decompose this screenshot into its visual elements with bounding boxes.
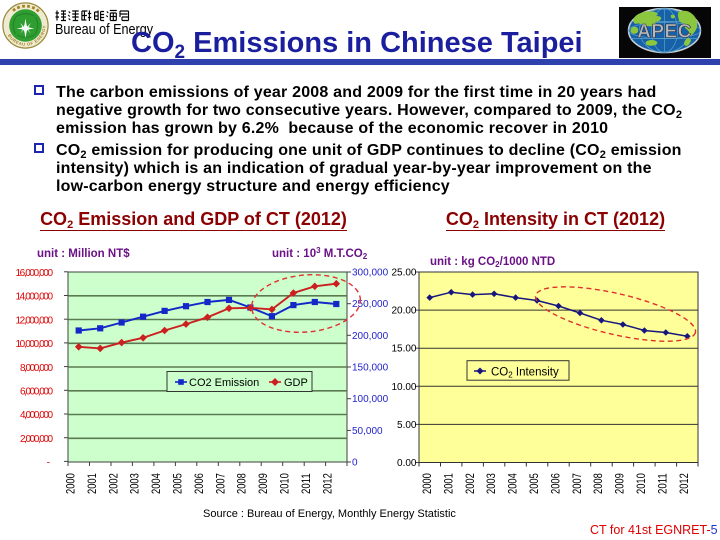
svg-text:14,000,000: 14,000,000 <box>16 292 54 303</box>
svg-text:GDP: GDP <box>284 377 308 389</box>
svg-text:2005: 2005 <box>527 473 541 494</box>
svg-text:100,000: 100,000 <box>352 394 389 405</box>
svg-text:2006: 2006 <box>548 473 562 494</box>
svg-text:150,000: 150,000 <box>352 363 389 374</box>
svg-text:0.00: 0.00 <box>397 458 417 469</box>
svg-text:2002: 2002 <box>463 473 477 494</box>
svg-text:10,000,000: 10,000,000 <box>16 339 54 350</box>
svg-text:2011: 2011 <box>655 473 669 494</box>
svg-text:2012: 2012 <box>320 473 334 494</box>
svg-text:0: 0 <box>352 458 358 469</box>
svg-text:2000: 2000 <box>420 473 434 494</box>
svg-text:2005: 2005 <box>171 473 185 494</box>
svg-text:4,000,000: 4,000,000 <box>20 410 53 421</box>
svg-text:2009: 2009 <box>256 473 270 494</box>
svg-text:2003: 2003 <box>128 473 142 494</box>
svg-text:2007: 2007 <box>213 473 227 494</box>
svg-text:2011: 2011 <box>299 473 313 494</box>
svg-text:6,000,000: 6,000,000 <box>20 387 53 398</box>
svg-text:200,000: 200,000 <box>352 331 389 342</box>
svg-text:2004: 2004 <box>149 473 163 494</box>
svg-text:5.00: 5.00 <box>397 420 417 431</box>
svg-text:2002: 2002 <box>106 473 120 494</box>
svg-text:2010: 2010 <box>278 473 292 494</box>
svg-text:2003: 2003 <box>484 473 498 494</box>
svg-text:2,000,000: 2,000,000 <box>20 434 53 445</box>
svg-text:12,000,000: 12,000,000 <box>16 315 54 326</box>
svg-text:2000: 2000 <box>64 473 78 494</box>
svg-text:2006: 2006 <box>192 473 206 494</box>
svg-text:20.00: 20.00 <box>391 306 416 317</box>
svg-text:2001: 2001 <box>85 473 99 494</box>
svg-text:2009: 2009 <box>613 473 627 494</box>
svg-text:-: - <box>47 458 50 469</box>
svg-text:15.00: 15.00 <box>391 344 416 355</box>
svg-text:10.00: 10.00 <box>391 382 416 393</box>
svg-text:CO2 Intensity: CO2 Intensity <box>491 367 559 380</box>
svg-text:2008: 2008 <box>591 473 605 494</box>
svg-text:250,000: 250,000 <box>352 299 389 310</box>
svg-text:APEC: APEC <box>637 21 692 42</box>
svg-text:CO2 Emission: CO2 Emission <box>189 377 259 389</box>
svg-text:8,000,000: 8,000,000 <box>20 363 53 374</box>
svg-text:2012: 2012 <box>677 473 691 494</box>
svg-text:2010: 2010 <box>634 473 648 494</box>
svg-text:2007: 2007 <box>570 473 584 494</box>
svg-text:16,000,000: 16,000,000 <box>16 268 54 279</box>
svg-text:25.00: 25.00 <box>391 268 416 279</box>
svg-text:2008: 2008 <box>235 473 249 494</box>
svg-text:50,000: 50,000 <box>352 426 383 437</box>
svg-text:2004: 2004 <box>506 473 520 494</box>
svg-text:2001: 2001 <box>441 473 455 494</box>
svg-text:300,000: 300,000 <box>352 268 389 279</box>
